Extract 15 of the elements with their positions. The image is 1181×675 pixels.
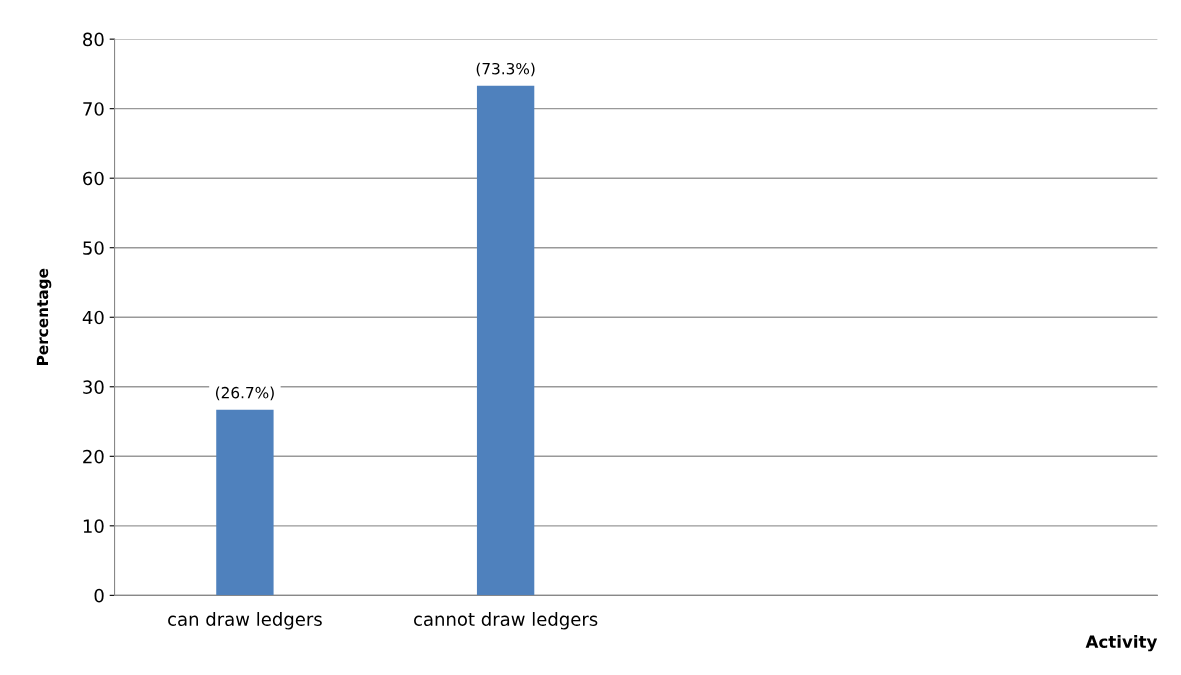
y-tick-label: 80 bbox=[83, 32, 104, 47]
y-tick-label: 20 bbox=[83, 449, 104, 464]
data-label: (73.3%) bbox=[476, 62, 535, 77]
y-tick-label: 30 bbox=[83, 380, 104, 394]
y-tick-label: 60 bbox=[83, 171, 104, 186]
y-tick-label: 70 bbox=[83, 102, 104, 116]
y-tick-label: 40 bbox=[82, 310, 104, 325]
y-tick-label: 0 bbox=[94, 588, 104, 603]
x-axis-title: Activity bbox=[1085, 635, 1158, 652]
x-tick-label: cannot draw ledgers bbox=[414, 612, 598, 630]
y-axis-title: Percentage bbox=[36, 268, 52, 365]
y-tick-label: 10 bbox=[83, 519, 104, 533]
x-tick-label: can draw ledgers bbox=[168, 612, 322, 630]
y-tick-label: 50 bbox=[83, 241, 104, 255]
data-label: (26.7%) bbox=[216, 386, 274, 401]
